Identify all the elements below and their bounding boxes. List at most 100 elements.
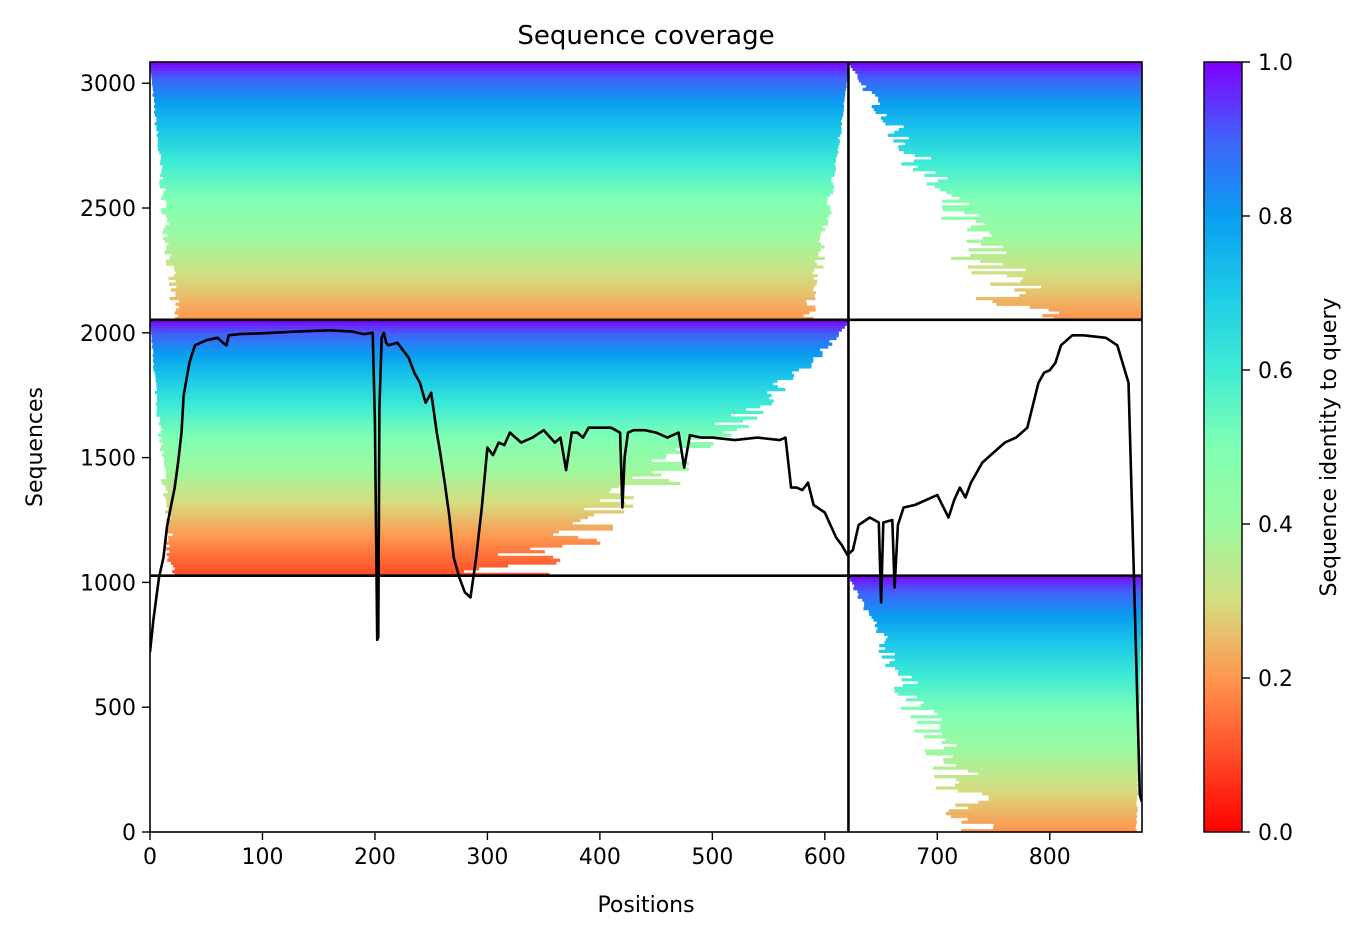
coverage-row — [916, 720, 1140, 725]
coverage-row — [168, 276, 814, 281]
coverage-row — [157, 399, 774, 403]
block-top-right — [848, 62, 1142, 321]
coverage-row — [167, 490, 610, 494]
y-axis-label: Sequences — [23, 387, 48, 507]
coverage-row — [175, 279, 818, 283]
coverage-row — [920, 703, 1140, 708]
coverage-row — [163, 228, 826, 232]
coverage-row — [897, 672, 1141, 676]
coverage-row — [155, 107, 844, 112]
coverage-row — [152, 93, 846, 97]
coverage-row — [894, 130, 1142, 135]
coverage-row — [163, 459, 652, 463]
coverage-row — [173, 273, 818, 278]
block-top-left — [150, 62, 849, 321]
colorbar-ticks: 0.0 0.2 0.4 0.6 0.8 1.0 — [1242, 51, 1293, 846]
coverage-row — [861, 82, 1142, 86]
coverage-row — [967, 265, 1142, 269]
coverage-row — [159, 150, 839, 155]
coverage-row — [1002, 262, 1142, 266]
coverage-row — [947, 176, 1142, 180]
coverage-row — [898, 669, 1141, 673]
coverage-row — [893, 139, 1142, 143]
coverage-row — [945, 812, 1137, 816]
coverage-row — [169, 544, 563, 548]
coverage-row — [166, 501, 626, 506]
coverage-row — [878, 99, 1142, 103]
coverage-row — [150, 67, 849, 71]
coverage-row — [153, 362, 812, 366]
coverage-row — [880, 116, 1142, 120]
coverage-row — [943, 760, 1138, 765]
coverage-row — [156, 410, 764, 415]
coverage-row — [154, 102, 844, 106]
coverage-row — [174, 268, 815, 272]
coverage-row — [863, 606, 1142, 611]
coverage-row — [885, 646, 1141, 651]
coverage-row — [939, 726, 1140, 730]
coverage-row — [168, 242, 821, 246]
coverage-row — [914, 153, 1142, 157]
coverage-row — [168, 521, 573, 525]
coverage-row — [160, 416, 758, 420]
coverage-row — [166, 202, 827, 206]
coverage-row — [903, 125, 1142, 129]
coverage-row — [865, 84, 1142, 89]
coverage-row — [853, 587, 1142, 591]
coverage-row — [993, 823, 1136, 827]
coverage-row — [156, 407, 747, 412]
coverage-row — [1014, 288, 1142, 292]
coverage-row — [935, 786, 1138, 790]
coverage-row — [969, 202, 1142, 206]
coverage-row — [956, 743, 1138, 747]
coverage-row — [877, 626, 1142, 631]
coverage-row — [951, 193, 1142, 198]
coverage-row — [913, 159, 1142, 163]
coverage-row — [854, 584, 1142, 588]
coverage-row — [934, 775, 1138, 779]
coverage-row — [988, 794, 1137, 799]
coverage-row — [164, 239, 819, 243]
colorbar-tick-label: 0.4 — [1258, 513, 1293, 538]
coverage-row — [168, 535, 579, 540]
coverage-row — [159, 182, 834, 186]
x-tick-label: 400 — [579, 845, 621, 870]
coverage-row — [161, 170, 836, 175]
coverage-row — [165, 245, 825, 249]
coverage-row — [916, 695, 1140, 699]
coverage-row — [898, 145, 1142, 149]
coverage-row — [162, 231, 822, 235]
coverage-row — [151, 345, 829, 349]
coverage-row — [153, 104, 845, 109]
coverage-row — [156, 119, 842, 123]
coverage-row — [159, 179, 832, 183]
coverage-row — [154, 96, 845, 100]
coverage-row — [150, 328, 842, 332]
coverage-row — [937, 179, 1142, 183]
coverage-row — [166, 547, 531, 551]
coverage-row — [910, 715, 1140, 719]
coverage-row — [165, 248, 821, 252]
coverage-row — [166, 199, 828, 203]
coverage-row — [980, 242, 1142, 246]
coverage-row — [885, 663, 1141, 668]
coverage-row — [989, 231, 1142, 235]
coverage-row — [1022, 276, 1142, 281]
coverage-row — [857, 76, 1142, 80]
coverage-row — [157, 433, 732, 437]
coverage-row — [955, 803, 1137, 807]
y-axis-ticks: 0 500 1000 1500 2000 2500 3000 — [80, 72, 150, 846]
coverage-row — [981, 792, 1139, 796]
coverage-row — [1006, 251, 1142, 255]
coverage-row — [914, 729, 1139, 733]
coverage-row — [169, 296, 816, 301]
coverage-row — [885, 122, 1142, 126]
coverage-row — [170, 288, 814, 292]
coverage-row — [884, 632, 1141, 636]
coverage-row — [165, 510, 625, 514]
coverage-row — [1058, 311, 1142, 315]
coverage-row — [150, 64, 849, 69]
coverage-row — [923, 735, 1139, 739]
colorbar — [1203, 61, 1243, 833]
